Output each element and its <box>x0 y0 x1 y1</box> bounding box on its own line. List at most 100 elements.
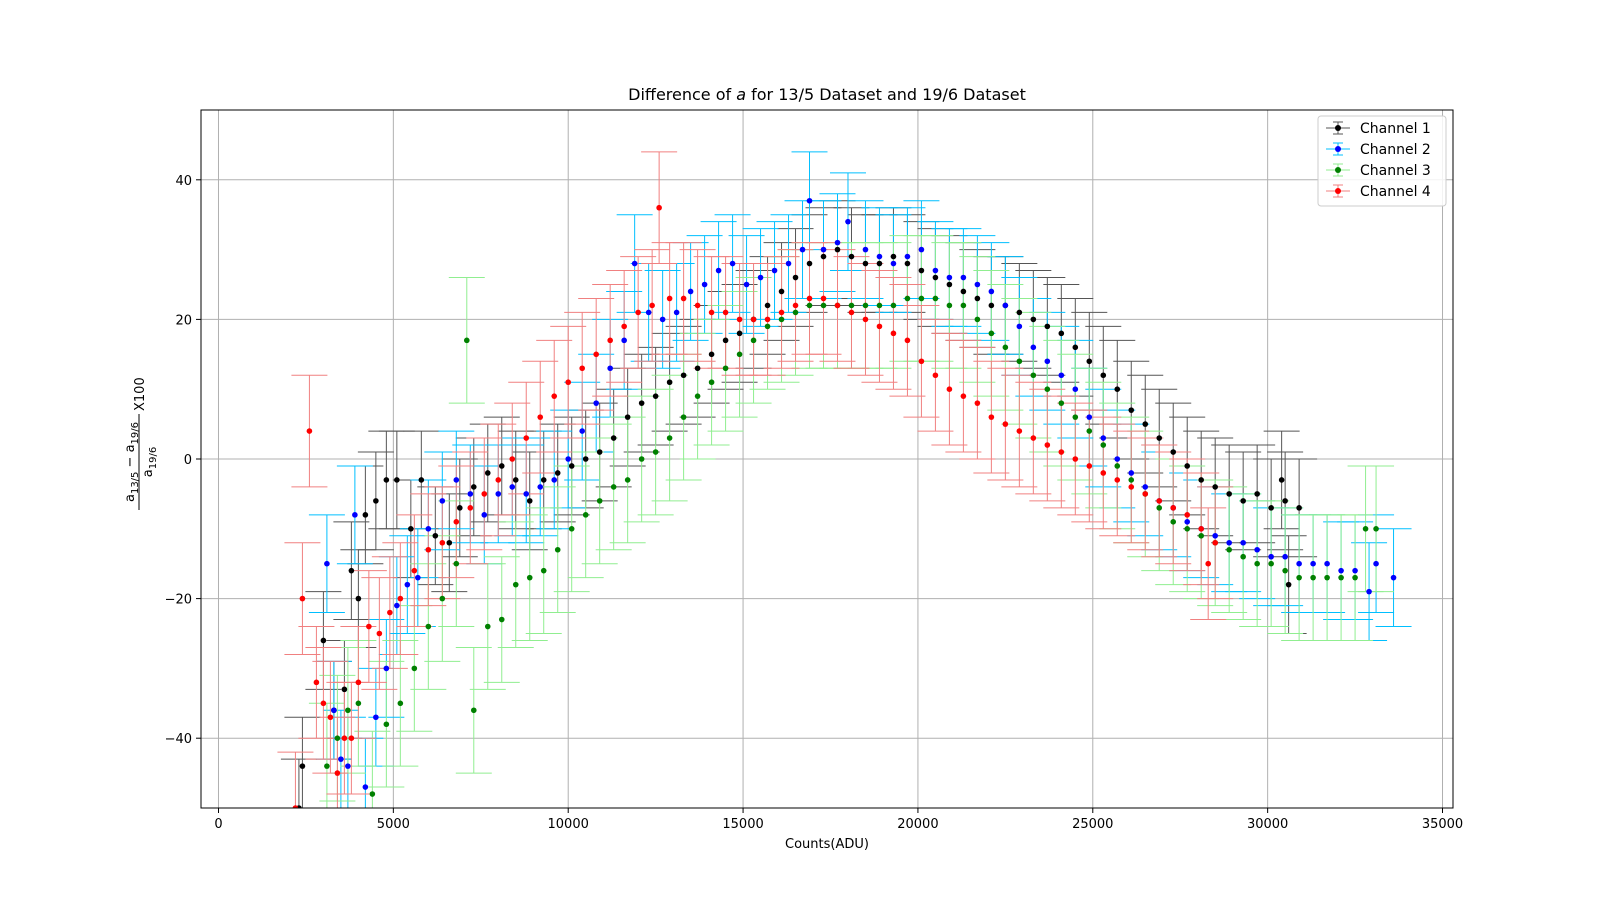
x-tick-label: 5000 <box>377 817 410 832</box>
data-point <box>1072 456 1079 462</box>
data-point <box>610 484 617 490</box>
data-point <box>512 477 519 483</box>
x-tick-label: 25000 <box>1072 817 1113 832</box>
data-point <box>1030 316 1037 323</box>
data-point <box>1058 372 1065 379</box>
data-point <box>736 351 743 358</box>
data-point <box>708 379 715 386</box>
data-point <box>918 358 925 365</box>
data-point <box>509 484 516 490</box>
data-point <box>1198 526 1205 532</box>
data-point <box>453 519 460 525</box>
data-point <box>1114 477 1121 483</box>
data-point <box>362 512 369 518</box>
data-point <box>694 393 701 399</box>
data-point <box>1352 567 1358 574</box>
svg-text:a13/5 − a19/6: a13/5 − a19/6 <box>123 422 141 502</box>
data-point <box>960 302 967 309</box>
data-point <box>694 365 701 372</box>
data-point <box>946 274 953 281</box>
data-point <box>498 616 505 623</box>
data-point <box>792 274 799 281</box>
data-point <box>551 477 558 483</box>
data-point <box>701 281 708 288</box>
data-point <box>890 330 897 337</box>
y-tick-label: −40 <box>165 732 192 747</box>
data-point <box>771 267 778 274</box>
data-point <box>1142 421 1149 427</box>
y-tick-label: −20 <box>165 593 192 608</box>
legend-item: Channel 4 <box>1326 184 1431 200</box>
data-point <box>1170 505 1177 511</box>
data-point <box>806 197 813 204</box>
x-axis-label: Counts(ADU) <box>785 837 869 852</box>
data-point <box>568 526 575 532</box>
data-point <box>327 714 334 721</box>
data-point <box>1268 505 1274 511</box>
data-point <box>1254 546 1260 553</box>
data-point <box>918 246 925 253</box>
data-point <box>1072 344 1079 351</box>
x-tick-label: 30000 <box>1247 817 1288 832</box>
data-point <box>918 295 925 302</box>
data-point <box>960 393 967 399</box>
data-point <box>1030 344 1037 351</box>
data-point <box>806 302 813 309</box>
data-point <box>806 260 813 267</box>
error-bar <box>277 751 314 808</box>
data-point <box>946 302 953 309</box>
data-point <box>1184 463 1191 469</box>
data-point <box>411 665 418 672</box>
data-point <box>1310 560 1316 567</box>
data-point <box>551 393 558 399</box>
data-point <box>638 400 645 406</box>
data-point <box>299 595 306 602</box>
data-point <box>1086 463 1093 469</box>
data-point <box>593 351 599 358</box>
data-point <box>960 288 967 295</box>
data-point <box>369 791 376 797</box>
data-point <box>540 477 547 483</box>
data-point <box>974 295 981 302</box>
data-point <box>722 337 729 344</box>
data-point <box>1296 560 1302 567</box>
data-point <box>848 253 855 260</box>
data-point <box>523 491 530 497</box>
series-channel-1 <box>280 200 1318 808</box>
data-point <box>1282 567 1288 574</box>
data-point <box>1002 421 1009 427</box>
data-point <box>331 707 337 714</box>
data-point <box>862 302 869 309</box>
data-point <box>467 505 474 511</box>
data-point <box>729 260 736 267</box>
data-point <box>1373 560 1379 567</box>
y-tick-label: 20 <box>175 313 192 328</box>
y-tick-label: 40 <box>175 174 192 189</box>
data-point <box>355 595 362 602</box>
data-point <box>453 560 460 567</box>
data-point <box>1268 553 1274 560</box>
legend-item: Channel 3 <box>1326 163 1431 179</box>
data-point <box>1296 505 1302 511</box>
data-point <box>345 707 351 714</box>
data-point <box>1044 442 1051 448</box>
data-point <box>366 623 372 630</box>
data-point <box>397 595 404 602</box>
data-point <box>635 309 641 316</box>
data-point <box>1324 560 1330 567</box>
data-point <box>799 246 806 253</box>
data-point <box>376 630 383 637</box>
data-point <box>408 526 414 532</box>
data-point <box>582 512 589 518</box>
data-point <box>890 253 897 260</box>
data-point <box>932 267 939 274</box>
data-point <box>596 498 603 504</box>
data-point <box>806 295 813 302</box>
data-point <box>1170 449 1177 455</box>
x-axis: 0 5000 10000 15000 20000 25000 30000 35000 <box>214 808 1463 832</box>
data-point <box>1226 491 1232 497</box>
legend-marker <box>1335 125 1341 131</box>
data-point <box>1184 526 1191 532</box>
y-axis-label: a13/5 − a19/6 a19/6 X100 <box>123 377 159 510</box>
legend-item: Channel 1 <box>1326 121 1431 137</box>
